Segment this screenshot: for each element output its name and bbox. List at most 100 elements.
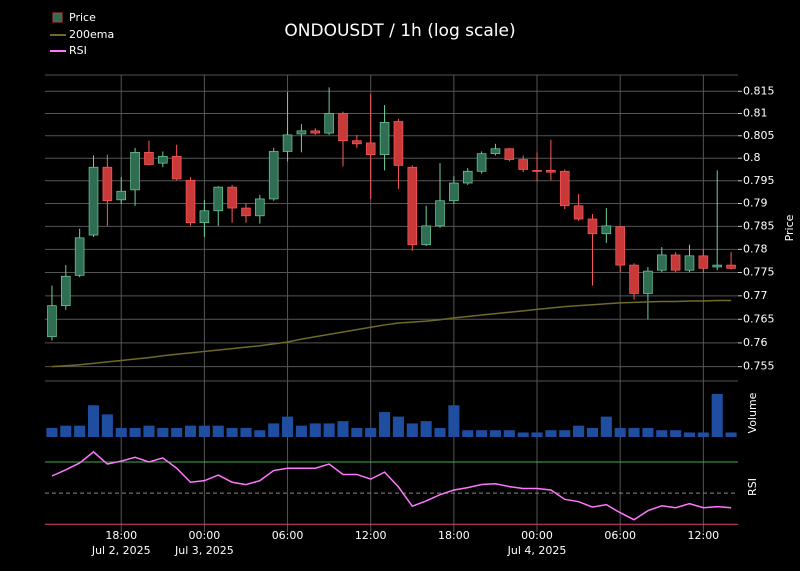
x-tick-label: 00:00	[189, 529, 221, 542]
candle-body	[546, 170, 556, 173]
candle-body	[268, 151, 279, 200]
y-tick-label: 0.765	[743, 312, 775, 325]
candle-body	[504, 148, 515, 160]
volume-bar	[351, 427, 363, 437]
candle-body	[393, 121, 404, 166]
x-tick-label: 00:00	[521, 529, 553, 542]
volume-bar	[254, 430, 266, 437]
y-tick-label: 0.79	[743, 196, 768, 209]
candle-body	[656, 254, 667, 271]
x-tick-label: 12:00	[687, 529, 719, 542]
volume-bar	[462, 430, 474, 437]
volume-bar	[240, 427, 252, 437]
rsi-line	[51, 450, 732, 521]
candle-body	[421, 225, 431, 246]
candle-body	[407, 166, 418, 246]
candle-body	[47, 305, 57, 338]
y-tick-label: 0.775	[743, 266, 775, 279]
rsi-label: RSI	[746, 478, 759, 496]
candle-body	[158, 156, 168, 164]
candle-body	[518, 159, 528, 170]
volume-label: Volume	[746, 392, 759, 433]
candle-body	[490, 148, 501, 155]
candle-body	[102, 166, 113, 202]
candle-body	[324, 113, 334, 134]
grid	[45, 74, 738, 532]
volume-bar	[531, 432, 543, 437]
x-tick-label: 12:00	[355, 529, 387, 542]
candle-body	[435, 200, 445, 227]
x-tick-date: Jul 4, 2025	[507, 544, 567, 557]
x-tick-label: 06:00	[272, 529, 304, 542]
ema-line	[51, 299, 732, 368]
y-tick-label: 0.795	[743, 174, 775, 187]
x-tick-label: 18:00	[105, 529, 137, 542]
volume-bar	[434, 427, 446, 437]
volume-bar	[600, 416, 612, 437]
volume-bar	[517, 432, 529, 437]
volume-bar	[642, 427, 654, 437]
candle-body	[643, 270, 653, 294]
volume-bar	[184, 425, 197, 437]
legend: Price 200ema RSI	[50, 11, 114, 57]
volume-bar	[309, 423, 321, 437]
candle-body	[726, 264, 736, 269]
candle-body	[61, 275, 71, 307]
volume-bar	[226, 427, 238, 437]
volume-bar	[101, 414, 113, 437]
volume-bar	[157, 427, 169, 437]
legend-swatch	[52, 12, 63, 23]
volume-bar	[268, 423, 280, 437]
y-tick-label: 0.785	[743, 219, 775, 232]
volume-bar	[614, 427, 626, 437]
volume-bar	[586, 427, 599, 437]
candle-body	[476, 153, 487, 172]
volume-bar	[683, 432, 696, 437]
y-tick-label: 0.805	[743, 129, 775, 142]
candle-body	[241, 207, 251, 217]
candle-body	[601, 225, 612, 235]
candle-body	[282, 134, 293, 152]
x-tick-date: Jul 2, 2025	[91, 544, 151, 557]
candle-body	[698, 255, 709, 269]
volume-bar	[392, 416, 404, 437]
volume-bar	[60, 425, 72, 437]
volume-bar	[725, 432, 737, 437]
candle-body	[629, 264, 639, 294]
volume-bar	[282, 416, 294, 437]
candle-body	[615, 226, 625, 266]
candle-body	[310, 130, 321, 134]
y-tick-label: 0.755	[743, 360, 775, 373]
candle-body	[365, 142, 376, 155]
x-tick-date: Jul 3, 2025	[174, 544, 234, 557]
candle-body	[227, 186, 237, 209]
candle-body	[296, 130, 307, 135]
candle-body	[116, 190, 127, 201]
volume-bar	[46, 427, 58, 437]
volume-bar	[628, 427, 640, 437]
volume-bar	[711, 393, 723, 437]
candle-body	[255, 198, 265, 217]
legend-label: Price	[69, 11, 96, 24]
volume-bar	[295, 425, 307, 437]
volume-bar	[74, 425, 86, 437]
volume-bar	[697, 432, 709, 437]
y-tick-label: 0.815	[743, 84, 775, 97]
candle-body	[74, 237, 85, 276]
volume-bar	[573, 425, 585, 437]
y-tick-label: 0.78	[743, 242, 768, 255]
volume-bar	[198, 425, 210, 437]
volume-bar	[115, 427, 127, 437]
y-tick-label: 0.77	[743, 289, 768, 302]
candle-body	[171, 156, 182, 180]
x-tick-label: 06:00	[604, 529, 636, 542]
chart-title: ONDOUSDT / 1h (log scale)	[284, 21, 515, 41]
candle-body	[462, 170, 473, 184]
volume-bar	[337, 421, 349, 437]
volume-bar	[448, 405, 460, 437]
y-tick-label: 0.81	[743, 106, 768, 119]
candle-body	[185, 179, 196, 224]
volume-bar	[212, 425, 224, 437]
